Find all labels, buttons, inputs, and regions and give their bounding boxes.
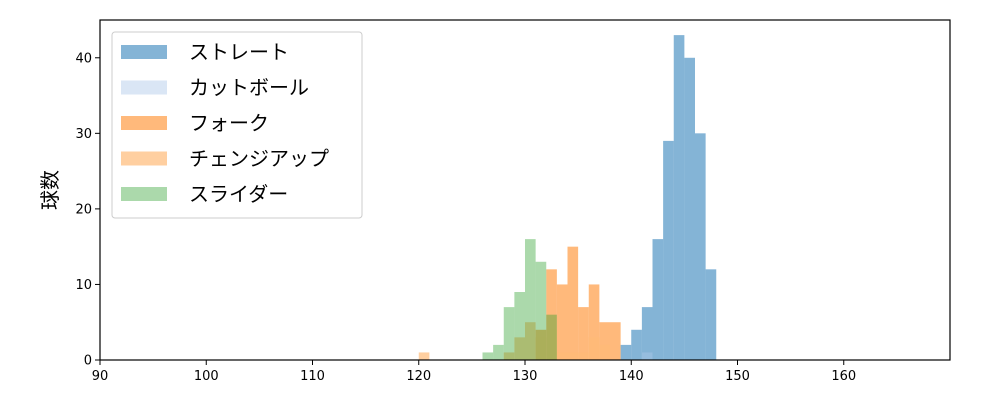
bar-3-3	[525, 322, 536, 360]
x-tick-label: 100	[194, 369, 219, 384]
bar-2-6	[599, 322, 610, 360]
y-axis-title: 球数	[38, 170, 62, 210]
y-axis: 0 10 20 30 40	[75, 51, 100, 369]
x-tick-label: 130	[513, 369, 538, 384]
bar-0-3	[652, 239, 664, 360]
x-tick-label: 150	[725, 369, 750, 384]
bar-2-7	[610, 322, 621, 360]
legend-label: フォーク	[189, 111, 269, 135]
legend-swatch	[121, 116, 167, 130]
bar-2-2	[556, 284, 568, 360]
x-tick-label: 160	[831, 369, 856, 384]
bar-3-5	[546, 329, 557, 360]
bar-4-6	[546, 314, 557, 360]
bar-3-10	[599, 344, 610, 360]
bar-0-2	[641, 307, 653, 360]
bar-4-1	[493, 344, 504, 360]
legend-label: スライダー	[189, 182, 288, 206]
bar-4-5	[535, 261, 547, 360]
bar-0-8	[705, 269, 717, 360]
legend-label: チェンジアップ	[189, 147, 329, 171]
bar-2-1	[546, 269, 557, 360]
bar-0-0	[620, 344, 632, 360]
bar-0-4	[663, 140, 674, 360]
bar-0-7	[695, 133, 706, 360]
bar-3-7	[567, 352, 579, 360]
x-tick-label: 120	[406, 369, 431, 384]
legend-swatch	[121, 151, 167, 166]
bar-3-9	[588, 337, 600, 360]
bar-4-3	[514, 292, 525, 360]
bar-3-1	[503, 352, 515, 360]
bar-2-3	[567, 246, 579, 360]
bar-3-0	[418, 352, 430, 360]
legend-box	[111, 31, 363, 219]
y-tick-label: 10	[75, 278, 92, 293]
legend-swatch	[121, 187, 167, 201]
legend-swatch	[121, 45, 167, 59]
legend-label: カットボール	[189, 76, 309, 100]
legend-label: ストレート	[189, 40, 289, 64]
bar-3-4	[535, 337, 547, 360]
y-tick-label: 40	[75, 51, 92, 66]
bar-2-4	[578, 307, 589, 360]
bar-3-2	[514, 337, 525, 360]
y-tick-label: 0	[84, 354, 92, 369]
bar-0-6	[684, 57, 695, 361]
bar-0-5	[673, 35, 685, 360]
legend-swatch	[121, 80, 167, 95]
bar-4-0	[482, 352, 494, 360]
x-tick-label: 110	[300, 369, 325, 384]
bar-4-4	[525, 239, 536, 360]
bar-2-5	[588, 284, 600, 360]
y-tick-label: 20	[75, 202, 92, 217]
bars-layer	[418, 35, 717, 361]
y-tick-label: 30	[75, 127, 92, 142]
bar-4-2	[503, 307, 515, 360]
x-tick-label: 90	[92, 369, 109, 384]
bar-3-6	[556, 352, 568, 360]
bar-1-0	[641, 352, 653, 360]
x-tick-label: 140	[619, 369, 644, 384]
bar-0-1	[631, 329, 642, 360]
x-axis: 90 100 110 120 130 140 150 160	[92, 360, 856, 384]
bar-3-8	[578, 352, 589, 360]
